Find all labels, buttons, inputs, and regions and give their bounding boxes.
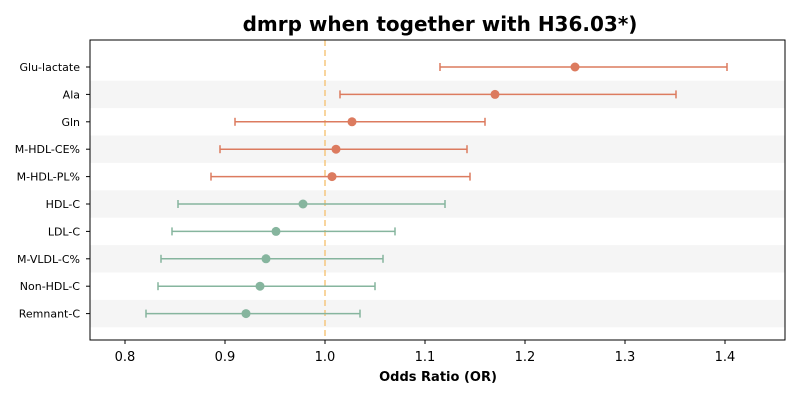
x-tick-label: 1.2 [515, 350, 536, 365]
y-tick-label: LDL-C [48, 225, 81, 238]
odds-ratio-point [331, 144, 341, 154]
x-tick-label: 1.4 [715, 350, 736, 365]
forest-row: M-HDL-CE% [15, 143, 468, 156]
y-tick-label: M-HDL-CE% [15, 143, 80, 156]
x-axis: 0.8 0.9 1.0 1.1 1.2 1.3 1.4 [115, 340, 736, 365]
y-tick-label: Ala [63, 88, 80, 101]
forest-row: Non-HDL-C [20, 280, 376, 293]
forest-row: Glu-lactate [20, 61, 728, 74]
y-tick-label: Non-HDL-C [20, 280, 81, 293]
forest-row: LDL-C [48, 225, 396, 238]
plot-frame [89, 39, 786, 341]
x-axis-label: Odds Ratio (OR) [379, 370, 497, 385]
forest-row: Gln [61, 116, 486, 129]
y-tick-label: Gln [61, 116, 80, 129]
x-tick-label: 0.9 [215, 350, 236, 365]
x-tick-label: 1.1 [415, 350, 436, 365]
x-tick-label: 1.0 [315, 350, 336, 365]
odds-ratio-point [347, 117, 357, 127]
y-tick-label: M-VLDL-C% [17, 253, 80, 266]
forest-row: Ala [63, 88, 677, 101]
odds-ratio-point [271, 226, 281, 236]
chart-title: dmrp when together with H36.03*) [243, 12, 638, 36]
odds-ratio-point [327, 172, 337, 182]
y-tick-label: HDL-C [46, 198, 81, 211]
odds-ratio-point [261, 254, 271, 264]
odds-ratio-point [241, 309, 251, 319]
data-rows: Glu-lactate Ala Gln M-HDL-CE% M-HDL-PL% HDL-C… [15, 61, 728, 321]
forest-row: M-VLDL-C% [17, 253, 384, 266]
odds-ratio-point [490, 89, 500, 99]
odds-ratio-point [298, 199, 308, 209]
x-tick-label: 0.8 [115, 350, 136, 365]
forest-row: HDL-C [46, 198, 446, 211]
forest-row: Remnant-C [19, 308, 361, 321]
x-tick-label: 1.3 [615, 350, 636, 365]
y-tick-label: Glu-lactate [20, 61, 81, 74]
forest-row: M-HDL-PL% [17, 171, 471, 184]
odds-ratio-point [570, 62, 580, 72]
odds-ratio-point [255, 281, 265, 291]
y-tick-label: M-HDL-PL% [17, 171, 80, 184]
y-tick-label: Remnant-C [19, 308, 81, 321]
